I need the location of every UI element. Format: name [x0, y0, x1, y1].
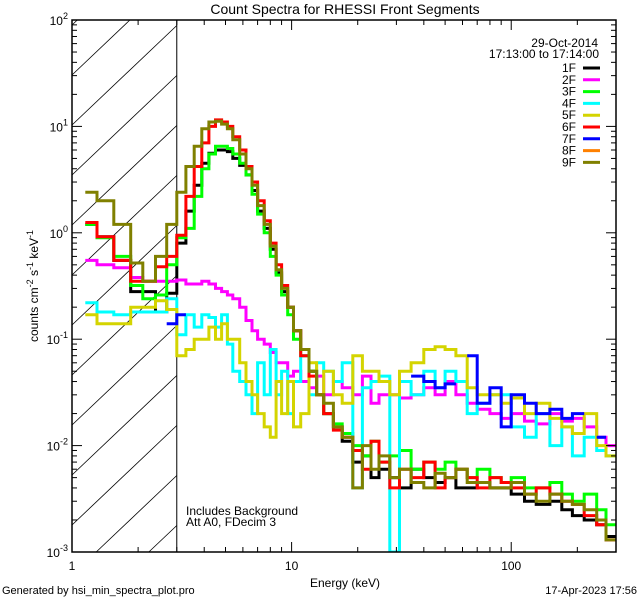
- y-tick-label: 10-3: [47, 543, 68, 560]
- x-tick-label: 1: [69, 559, 76, 573]
- hatch-line: [71, 25, 178, 126]
- series-1F: [85, 148, 616, 538]
- legend-label-7F: 7F: [562, 132, 576, 146]
- chart-title: Count Spectra for RHESSI Front Segments: [210, 1, 479, 17]
- legend-label-9F: 9F: [562, 155, 576, 169]
- series-7F: [166, 313, 606, 439]
- x-tick-label: 100: [501, 559, 521, 573]
- annotation-background: Includes Background: [186, 504, 298, 518]
- legend-label-4F: 4F: [562, 96, 576, 110]
- series-3F: [85, 144, 616, 527]
- hatch-line: [71, 19, 131, 76]
- hatch-line: [71, 225, 178, 326]
- y-tick-label: 101: [50, 117, 68, 134]
- hatch-line: [71, 19, 78, 26]
- y-tick-label: 10-2: [47, 437, 68, 454]
- hatch-line: [71, 275, 178, 376]
- hatch-line: [148, 525, 178, 553]
- legend-label-2F: 2F: [562, 73, 576, 87]
- x-tick-label: 10: [285, 559, 299, 573]
- footer-generated-by: Generated by hsi_min_spectra_plot.pro: [2, 585, 195, 597]
- series-6F: [85, 118, 616, 542]
- legend-label-8F: 8F: [562, 144, 576, 158]
- hatch-line: [95, 475, 178, 553]
- series-9F: [85, 119, 616, 542]
- legend-label-5F: 5F: [562, 108, 576, 122]
- date-label: 29-Oct-2014: [531, 36, 598, 50]
- x-axis-label: Energy (keV): [310, 576, 380, 590]
- plot-frame: [71, 19, 617, 553]
- y-tick-label: 10-1: [47, 330, 68, 347]
- hatch-line: [71, 425, 178, 526]
- y-tick-label: 102: [50, 11, 68, 28]
- annotation-attenuator: Att A0, FDecim 3: [186, 515, 276, 529]
- footer-timestamp: 17-Apr-2023 17:56: [545, 585, 637, 597]
- legend-label-3F: 3F: [562, 85, 576, 99]
- y-axis-label: counts cm-2 s-1 keV-1: [25, 230, 41, 342]
- hatch-line: [71, 75, 178, 176]
- time-range-label: 17:13:00 to 17:14:00: [489, 47, 599, 61]
- hatch-line: [71, 375, 178, 476]
- hatch-line: [71, 125, 178, 226]
- legend-label-1F: 1F: [562, 61, 576, 75]
- hatch-line: [71, 325, 178, 426]
- legend-label-6F: 6F: [562, 120, 576, 134]
- y-tick-label: 100: [50, 224, 68, 241]
- excluded-region-hatch: [71, 19, 178, 553]
